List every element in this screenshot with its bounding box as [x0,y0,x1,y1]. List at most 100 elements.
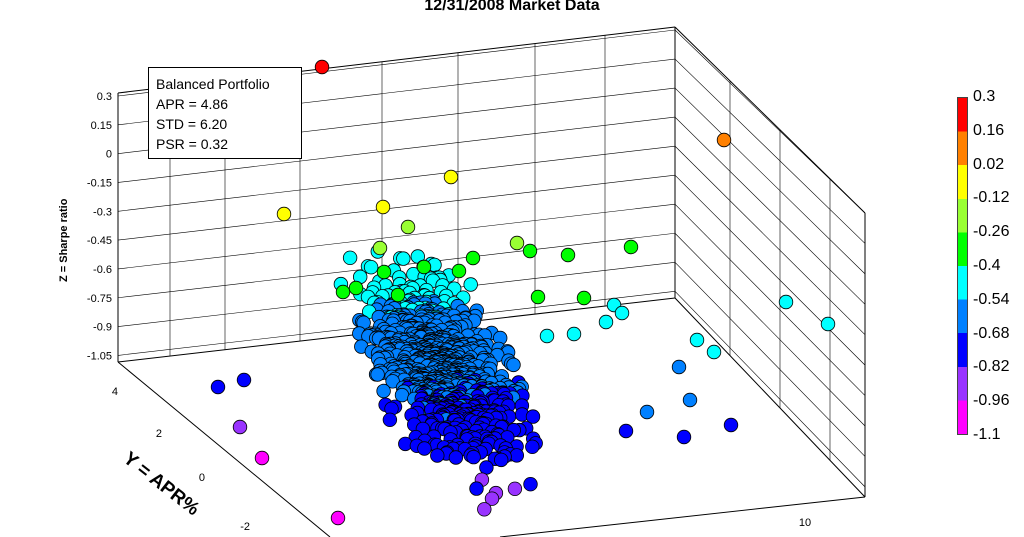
outlier-point [390,287,406,303]
z-gridline-right [674,145,866,335]
z-gridline-right [674,58,866,244]
data-point [507,481,523,497]
colorbar-tick-label: -0.4 [973,257,1001,274]
outlier-point [560,247,576,263]
z-tick-label: 0.15 [91,120,112,132]
data-point [523,477,538,492]
colorbar-tick-label: -0.82 [973,358,1010,376]
outlier-point [443,169,459,185]
z-tick-label: -0.15 [87,177,112,189]
data-point [525,439,540,455]
data-point [466,449,481,465]
outlier-point [576,290,592,306]
data-point [396,251,411,266]
axis-floor-left-edge [117,361,331,537]
outlier-point [614,305,630,321]
info-heading: Balanced Portfolio [156,76,270,92]
colorbar-tick-label: -0.68 [973,324,1010,342]
colorbar [957,97,968,435]
info-std: STD = 6.20 [156,116,228,132]
data-point [463,277,478,292]
axis-floor-right-edge [674,297,866,498]
z-gridline [117,203,676,270]
data-point [525,409,541,424]
data-point [469,481,484,496]
z-gridline [117,145,676,212]
axis-floor-front-edge [499,496,866,537]
z-gridline [117,116,676,183]
outlier-point [400,219,416,235]
z-tick-label: -0.75 [87,293,112,305]
data-point [494,452,509,468]
axes-box [117,26,866,537]
colorbar-tick-label: -0.12 [973,189,1010,207]
colorbar-tick-label: 0.16 [973,121,1005,139]
z-tick-label: -0.9 [93,322,112,334]
outlier-point [416,259,432,275]
outlier-point [254,450,270,466]
outlier-point [618,423,634,439]
z-gridline-right [674,233,866,427]
outlier-point [314,59,330,75]
data-point [394,387,410,403]
outlier-point [639,404,655,420]
axis-ticks: 0.3 0.15 0 -0.15 -0.3 -0.45 -0.6 -0.75 -0.9 -1.05… [87,91,811,533]
outlier-point [348,280,364,296]
outlier-point [676,429,692,445]
z-gridline-right [674,291,866,488]
data-point [509,448,525,463]
z-tick-label: 0.3 [97,91,112,103]
colorbar-tick-label: -1.1 [973,426,1001,443]
info-apr: APR = 4.86 [156,96,228,112]
data-point [448,450,464,465]
outlier-point [682,392,698,408]
z-gridline-right [674,87,866,275]
outlier-point [465,250,481,266]
z-gridline-right [674,262,866,457]
colorbar-tick-label: 0.3 [973,88,996,105]
outlier-point [689,332,705,348]
z-gridline-right [674,116,866,305]
outlier-point [522,243,538,259]
y-tick-label: 4 [112,386,118,398]
data-point [479,460,494,475]
data-point [484,491,500,506]
outlier-point [706,344,722,360]
colorbar-tick-label: -0.26 [973,223,1010,241]
chart-title: 12/31/2008 Market Data [424,0,600,14]
data-point [430,448,445,463]
y-tick-label: 2 [156,428,162,440]
z-gridline-right [674,29,866,214]
outlier-point [539,328,555,344]
outlier-point [276,206,292,222]
data-point [382,412,398,428]
colorbar-tick-label: 0.02 [973,155,1005,173]
data-point [385,374,400,389]
outlier-point [375,199,391,215]
axis-top-right-edge [674,26,866,214]
outlier-point [723,417,739,433]
z-tick-label: -1.05 [87,350,112,362]
data-point [342,250,358,265]
outlier-point [671,359,687,375]
outlier-point [566,326,582,342]
z-tick-label: -0.45 [87,235,112,247]
data-point [477,502,492,517]
z-gridline [117,174,676,241]
outlier-point [623,239,639,255]
outlier-point [530,289,546,305]
data-points [210,59,836,526]
z-axis-label: Z = Sharpe ratio [58,198,70,282]
data-point [376,383,391,399]
colorbar-tick-label: -0.96 [973,392,1010,410]
info-psr: PSR = 0.32 [156,136,228,152]
data-point [363,260,379,275]
balanced-portfolio-box: Balanced Portfolio APR = 4.86 STD = 6.20… [148,67,302,159]
outlier-point [820,316,836,332]
y-tick-label: 0 [199,472,205,484]
outlier-point [232,419,248,435]
outlier-point [236,372,252,388]
outlier-point [335,284,351,300]
z-tick-label: -0.6 [93,264,112,276]
